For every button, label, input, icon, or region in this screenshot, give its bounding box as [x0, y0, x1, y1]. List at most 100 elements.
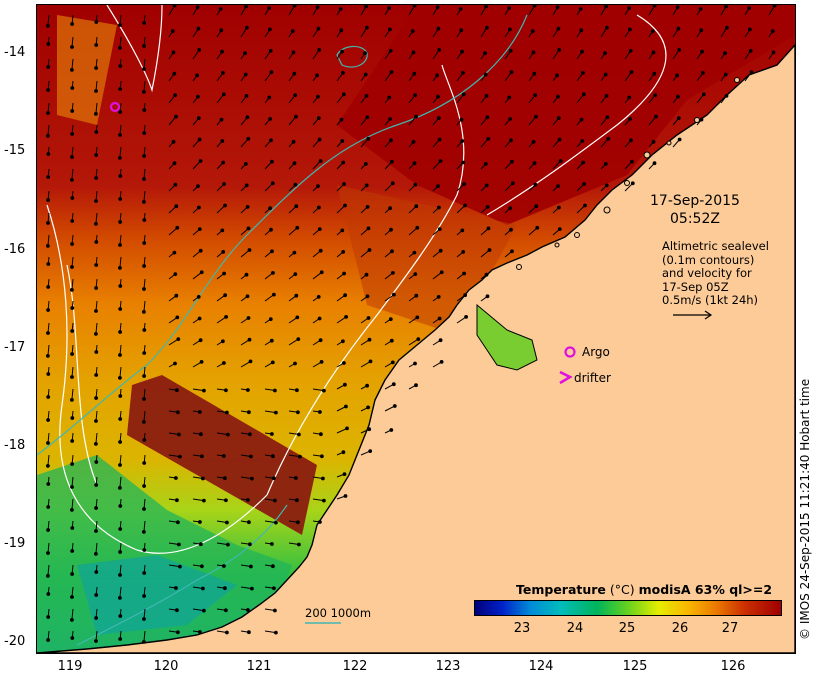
velocity-arrow-head — [94, 460, 99, 464]
timestamp-date: 17-Sep-2015 — [650, 193, 740, 209]
velocity-arrow-head — [392, 404, 397, 408]
velocity-arrow-head — [142, 200, 146, 204]
velocity-arrow-head — [272, 476, 276, 481]
velocity-arrow-head — [294, 204, 299, 209]
argo-legend-label: Argo — [582, 345, 610, 359]
velocity-arrow-head — [748, 27, 752, 32]
velocity-arrow-head — [604, 183, 609, 188]
velocity-arrow-head — [368, 359, 373, 364]
velocity-arrow-head — [94, 20, 99, 24]
velocity-arrow-head — [581, 71, 585, 75]
velocity-arrow-head — [197, 137, 202, 142]
velocity-arrow-head — [579, 117, 584, 122]
velocity-arrow-head — [247, 248, 252, 252]
velocity-arrow-head — [555, 73, 559, 78]
velocity-arrow-head — [70, 68, 74, 72]
velocity-arrow-head — [70, 196, 75, 200]
velocity-arrow-head — [172, 71, 177, 76]
velocity-arrow-head — [723, 72, 728, 77]
velocity-arrow-head — [142, 351, 147, 355]
velocity-arrow-head — [197, 227, 202, 232]
velocity-arrow-head — [70, 109, 75, 113]
velocity-arrow-head — [605, 25, 609, 30]
velocity-arrow-head — [436, 26, 441, 31]
x-tick-label: 124 — [528, 659, 554, 674]
velocity-arrow-head — [460, 139, 465, 143]
velocity-arrow-head — [70, 485, 74, 489]
velocity-arrow-head — [246, 316, 251, 320]
velocity-arrow-head — [629, 70, 634, 74]
velocity-arrow-head — [413, 272, 418, 277]
velocity-arrow-head — [363, 72, 368, 77]
velocity-arrow-head — [222, 564, 226, 568]
velocity-arrow-head — [293, 182, 298, 187]
velocity-arrow-head — [367, 248, 372, 252]
velocity-arrow-head — [341, 160, 346, 165]
velocity-arrow-head — [463, 203, 467, 208]
bathymetry-scale-label: 200 1000m — [305, 606, 372, 620]
velocity-arrow-head — [46, 308, 51, 312]
velocity-arrow-head — [269, 338, 274, 343]
velocity-arrow-head — [118, 353, 122, 357]
velocity-arrow-head — [270, 249, 274, 254]
velocity-arrow-head — [267, 95, 272, 100]
velocity-arrow-head — [650, 29, 655, 34]
velocity-arrow-head — [118, 307, 123, 311]
velocity-arrow-head — [269, 227, 273, 232]
velocity-arrow-head — [46, 551, 50, 555]
velocity-arrow-head — [195, 5, 200, 10]
velocity-arrow-head — [366, 136, 371, 141]
velocity-arrow-head — [118, 486, 122, 490]
colorbar-tick-label: 25 — [618, 621, 636, 636]
velocity-arrow-head — [340, 49, 345, 54]
velocity-arrow-head — [268, 317, 273, 322]
velocity-arrow-head — [698, 7, 703, 11]
velocity-arrow-head — [197, 48, 202, 52]
velocity-arrow-head — [412, 71, 417, 76]
velocity-arrow-head — [219, 28, 224, 33]
velocity-arrow-head — [345, 426, 349, 431]
velocity-arrow-head — [364, 272, 369, 277]
velocity-arrow-head — [699, 117, 704, 122]
velocity-arrow-head — [173, 182, 178, 187]
velocity-arrow-head — [220, 49, 225, 54]
velocity-arrow-head — [249, 454, 253, 459]
velocity-arrow-head — [46, 505, 51, 509]
velocity-arrow-head — [318, 248, 323, 253]
velocity-arrow-head — [363, 51, 367, 56]
velocity-arrow-head — [460, 228, 465, 233]
velocity-arrow-head — [435, 73, 440, 78]
x-tick-label: 121 — [246, 659, 272, 674]
velocity-arrow-head — [388, 117, 393, 121]
velocity-arrow-head — [70, 45, 74, 49]
velocity-arrow-head — [70, 178, 74, 182]
velocity-arrow-head — [142, 241, 147, 245]
velocity-arrow-head — [508, 27, 512, 32]
velocity-arrow-head — [534, 204, 539, 209]
velocity-arrow-head — [198, 410, 202, 414]
sst-map[interactable] — [36, 4, 796, 654]
velocity-arrow-head — [174, 586, 178, 590]
velocity-arrow-head — [509, 138, 513, 143]
velocity-arrow-head — [318, 159, 323, 163]
velocity-arrow-head — [221, 250, 226, 254]
velocity-arrow-head — [118, 394, 123, 398]
velocity-arrow-head — [223, 293, 228, 298]
velocity-arrow-head — [316, 295, 321, 299]
velocity-arrow-head — [533, 93, 538, 97]
velocity-arrow-head — [411, 50, 416, 55]
velocity-arrow-head — [70, 572, 74, 576]
velocity-arrow-head — [627, 95, 632, 100]
velocity-arrow-head — [390, 249, 394, 254]
velocity-arrow-head — [142, 438, 147, 442]
velocity-arrow-head — [319, 270, 324, 275]
velocity-arrow-head — [676, 26, 681, 31]
velocity-arrow-head — [484, 94, 489, 98]
velocity-arrow-head — [118, 87, 123, 91]
velocity-arrow-head — [487, 248, 492, 252]
velocity-arrow-head — [142, 374, 146, 378]
velocity-arrow-head — [94, 419, 98, 423]
velocity-arrow-head — [414, 383, 418, 388]
velocity-arrow-head — [220, 228, 225, 233]
velocity-arrow-head — [390, 181, 395, 186]
